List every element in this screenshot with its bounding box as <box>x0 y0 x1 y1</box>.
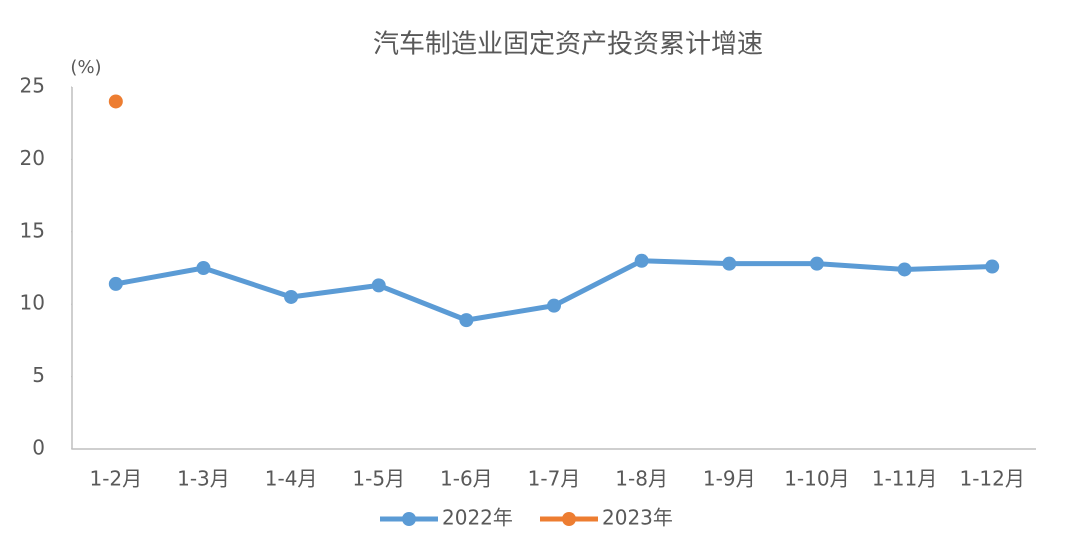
point <box>284 289 299 304</box>
x-tick-label: 1-3月 <box>177 467 230 491</box>
point <box>371 278 386 293</box>
point <box>897 262 912 277</box>
legend-label: 2022年 <box>442 506 513 530</box>
x-tick-label: 1-6月 <box>440 467 493 491</box>
x-tick-label: 1-8月 <box>615 467 668 491</box>
y-tick-label: 25 <box>20 74 45 98</box>
x-tick-label: 1-10月 <box>784 467 849 491</box>
y-tick-label: 20 <box>20 146 45 170</box>
point <box>547 298 561 313</box>
legend-marker <box>402 512 416 526</box>
legend-marker <box>562 512 576 526</box>
chart-title: 汽车制造业固定资产投资累计增速 <box>373 30 763 60</box>
y-axis-label: (%) <box>70 57 101 78</box>
y-tick-label: 0 <box>32 436 45 460</box>
point <box>459 313 474 328</box>
point <box>722 256 737 271</box>
y-tick-label: 5 <box>32 363 45 387</box>
x-tick-label: 1-12月 <box>959 467 1024 491</box>
x-tick-label: 1-9月 <box>703 467 756 491</box>
point <box>809 256 824 271</box>
x-tick-label: 1-5月 <box>352 467 405 491</box>
y-tick-label: 15 <box>20 218 45 242</box>
y-tick-label: 10 <box>20 291 45 315</box>
point <box>196 261 211 275</box>
legend-label: 2023年 <box>602 506 673 530</box>
x-tick-label: 1-2月 <box>89 467 142 491</box>
point <box>634 253 649 268</box>
point <box>108 94 123 109</box>
point <box>985 259 1000 274</box>
x-tick-label: 1-4月 <box>265 467 318 491</box>
x-tick-label: 1-11月 <box>872 467 937 491</box>
x-tick-label: 1-7月 <box>528 467 581 491</box>
point <box>108 276 123 291</box>
